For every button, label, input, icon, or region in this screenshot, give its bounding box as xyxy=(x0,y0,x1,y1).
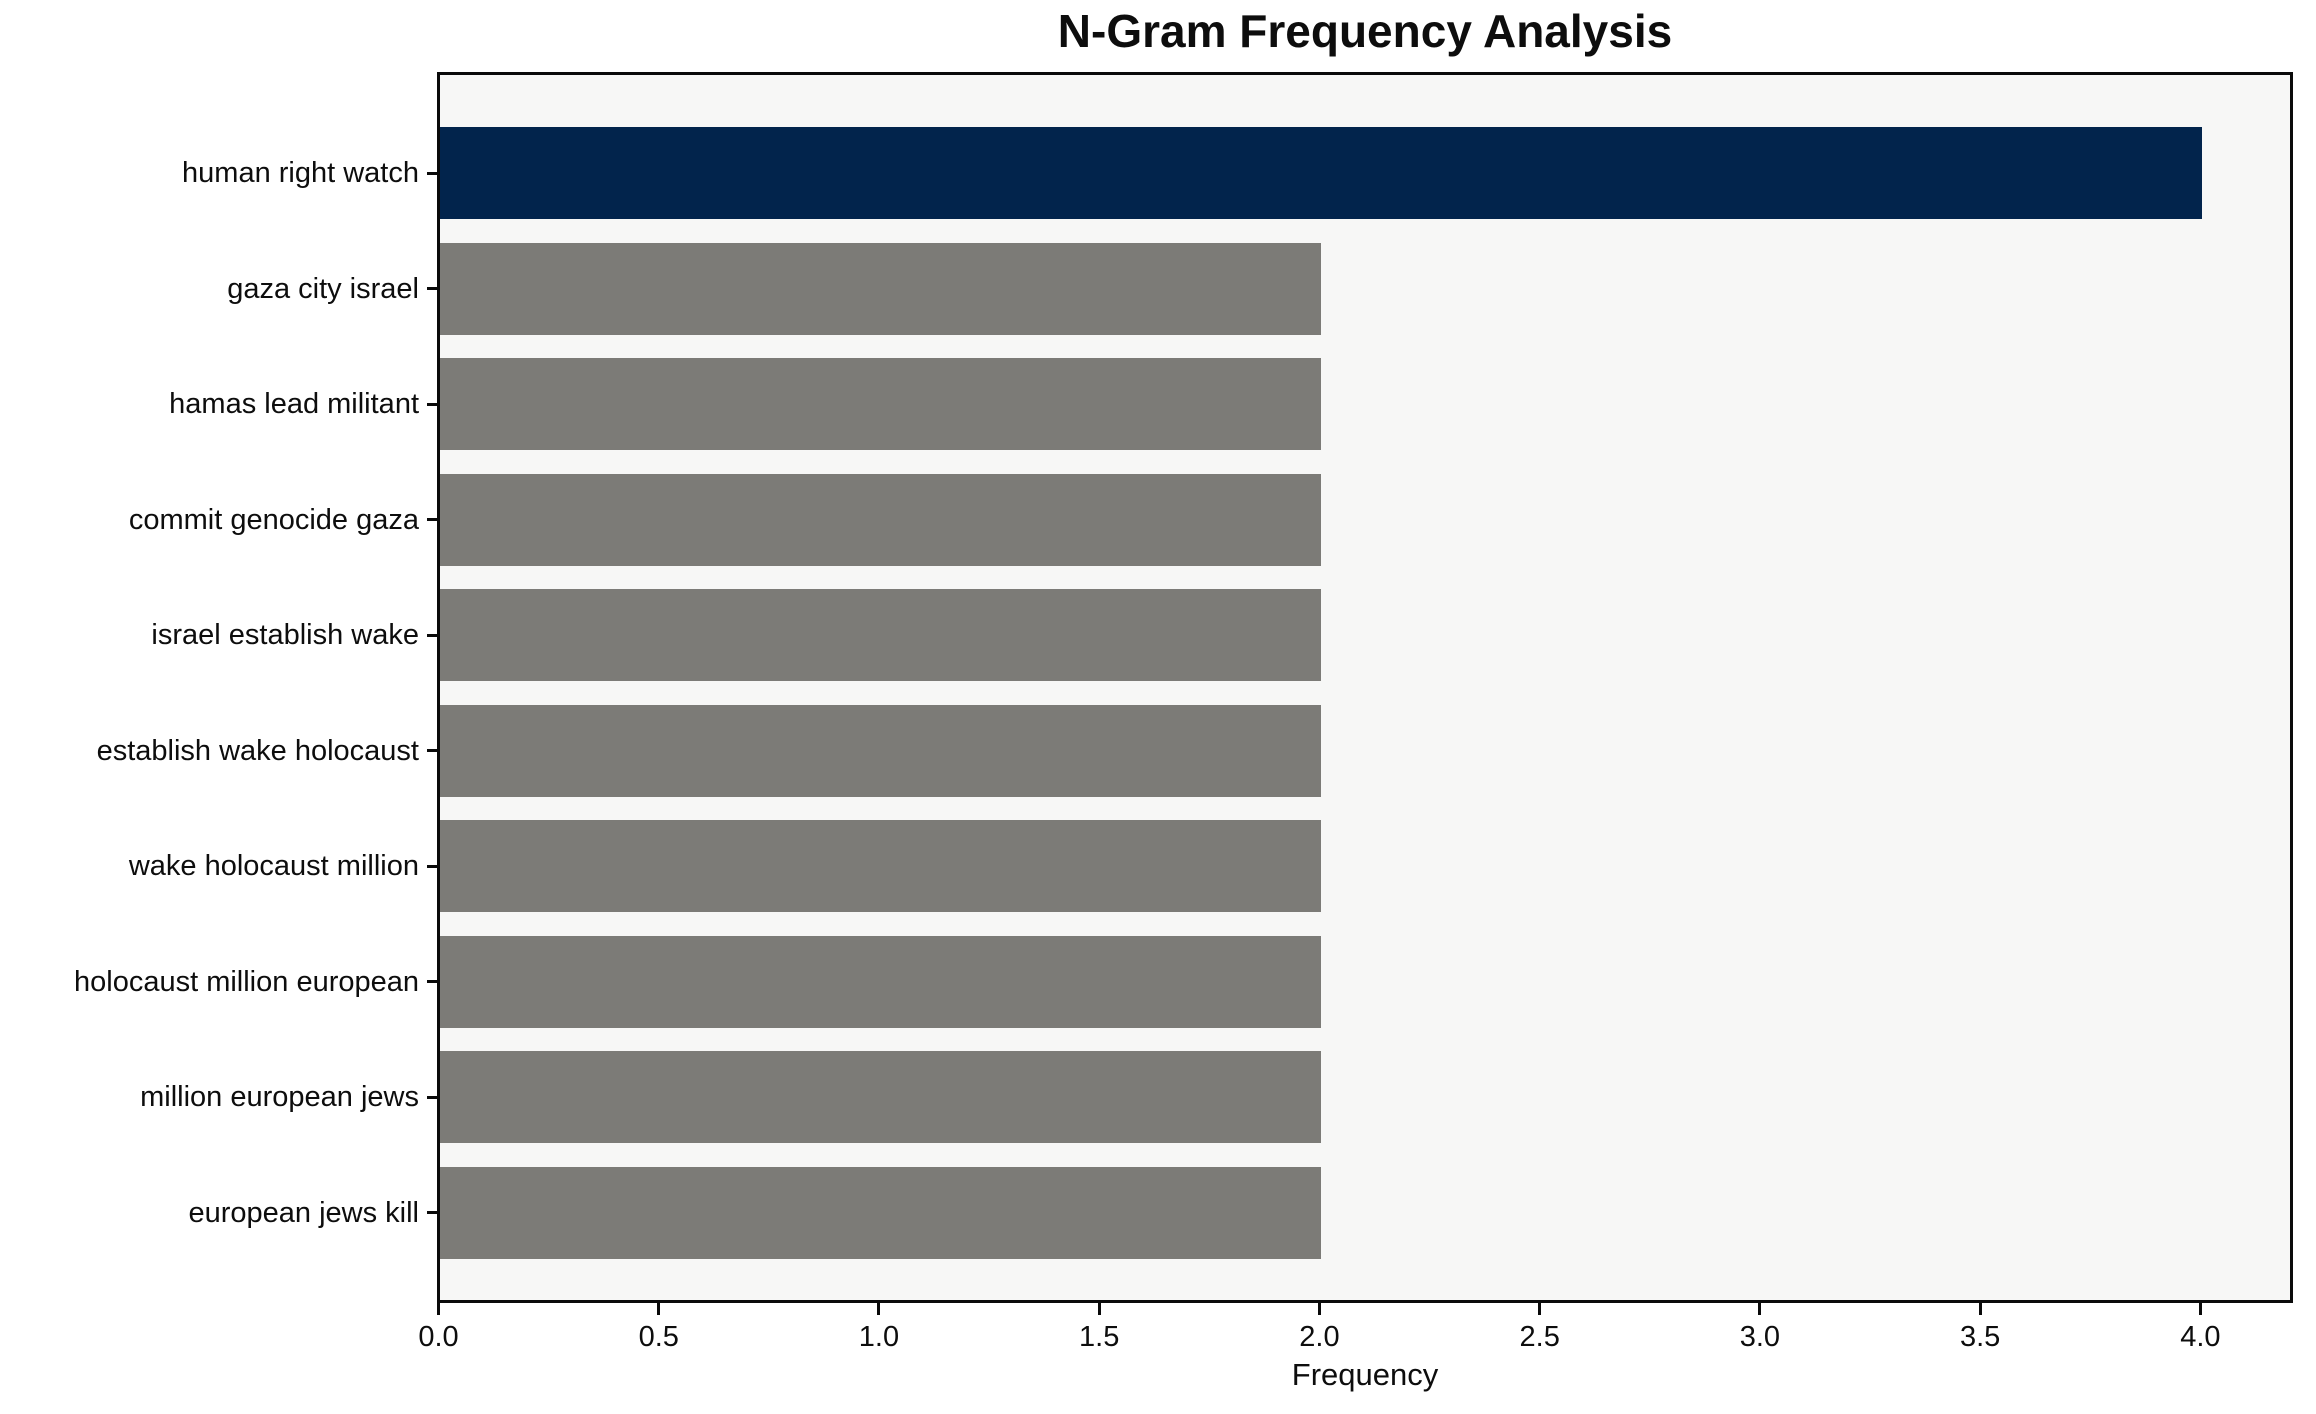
bar-human-right-watch xyxy=(440,127,2202,219)
y-tick-mark xyxy=(427,980,437,983)
x-tick-mark xyxy=(1317,1303,1321,1315)
x-tick-mark xyxy=(877,1303,881,1315)
bar-million-european-jews xyxy=(440,1051,1321,1143)
y-tick-mark xyxy=(427,1095,437,1099)
y-tick-label: gaza city israel xyxy=(227,272,419,305)
x-axis-title: Frequency xyxy=(1291,1357,1439,1392)
x-tick-mark xyxy=(1538,1303,1542,1315)
x-tick-mark xyxy=(1097,1303,1101,1315)
bar-holocaust-million-european xyxy=(440,935,1321,1028)
y-tick-label: wake holocaust million xyxy=(128,850,419,882)
y-tick-mark xyxy=(427,1211,437,1214)
y-tick-mark xyxy=(427,633,437,637)
plot-area xyxy=(437,72,2293,1303)
y-tick-mark xyxy=(427,402,437,406)
x-tick-mark xyxy=(2198,1303,2202,1315)
x-tick-mark xyxy=(1978,1303,1982,1315)
y-tick-label: commit genocide gaza xyxy=(128,503,419,536)
x-tick-label: 0.0 xyxy=(418,1321,459,1353)
y-tick-label: european jews kill xyxy=(188,1196,419,1229)
bar-hamas-lead-militant xyxy=(440,358,1321,450)
x-tick-mark xyxy=(1758,1303,1762,1315)
x-tick-label: 2.5 xyxy=(1519,1321,1560,1353)
bar-establish-wake-holocaust xyxy=(440,704,1321,797)
x-tick-label: 1.0 xyxy=(858,1321,900,1353)
x-tick-label: 3.0 xyxy=(1739,1321,1781,1353)
x-tick-mark xyxy=(437,1303,440,1315)
y-tick-label: human right watch xyxy=(182,157,419,189)
y-tick-mark xyxy=(427,749,437,752)
bar-israel-establish-wake xyxy=(440,589,1321,681)
bar-european-jews-kill xyxy=(440,1166,1321,1259)
y-tick-mark xyxy=(427,518,437,521)
x-tick-label: 1.5 xyxy=(1079,1321,1120,1353)
chart-title: N-Gram Frequency Analysis xyxy=(1057,5,1673,57)
x-tick-label: 2.0 xyxy=(1299,1321,1340,1353)
bar-wake-holocaust-million xyxy=(440,820,1321,912)
y-tick-mark xyxy=(427,864,437,868)
x-tick-label: 3.5 xyxy=(1959,1321,2001,1353)
bar-gaza-city-israel xyxy=(440,242,1321,335)
y-tick-label: israel establish wake xyxy=(151,619,419,651)
y-tick-mark xyxy=(427,171,437,175)
y-tick-label: establish wake holocaust xyxy=(96,734,419,767)
x-tick-label: 4.0 xyxy=(2180,1321,2221,1353)
bar-commit-genocide-gaza xyxy=(440,473,1321,566)
y-tick-mark xyxy=(427,287,437,290)
x-tick-mark xyxy=(657,1303,661,1315)
x-tick-label: 0.5 xyxy=(638,1321,679,1353)
y-tick-label: hamas lead militant xyxy=(169,388,419,420)
y-tick-label: million european jews xyxy=(140,1081,419,1113)
y-tick-label: holocaust million european xyxy=(74,965,419,998)
